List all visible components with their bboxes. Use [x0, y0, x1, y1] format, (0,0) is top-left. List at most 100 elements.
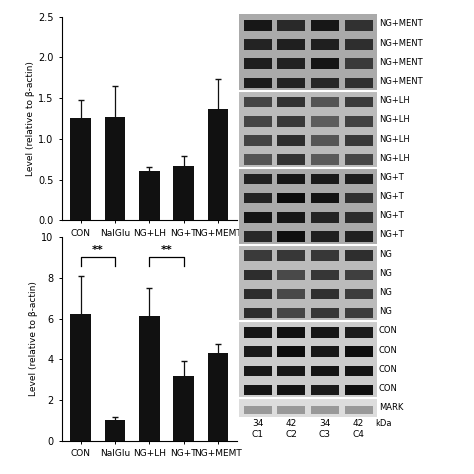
- Bar: [105, 420, 125, 441]
- Bar: [208, 109, 228, 220]
- Bar: [244, 116, 272, 127]
- Bar: [277, 270, 305, 280]
- Text: CON: CON: [379, 327, 398, 336]
- Bar: [277, 20, 305, 30]
- Bar: [244, 250, 272, 261]
- Bar: [277, 116, 305, 127]
- Bar: [345, 231, 373, 242]
- Bar: [311, 346, 339, 357]
- Bar: [244, 327, 272, 337]
- Bar: [239, 398, 377, 418]
- Bar: [311, 58, 339, 69]
- Text: NG+T: NG+T: [379, 173, 403, 182]
- Text: 42: 42: [353, 419, 364, 428]
- Bar: [345, 155, 373, 165]
- Text: C3: C3: [319, 430, 331, 439]
- Text: **: **: [161, 246, 173, 255]
- Bar: [277, 346, 305, 357]
- Text: NG+MENT: NG+MENT: [379, 77, 422, 86]
- Text: kDa: kDa: [375, 419, 392, 428]
- Bar: [244, 58, 272, 69]
- Bar: [311, 231, 339, 242]
- Bar: [345, 193, 373, 203]
- Bar: [345, 270, 373, 280]
- Bar: [311, 78, 339, 88]
- Bar: [277, 212, 305, 222]
- Text: NG: NG: [379, 250, 392, 259]
- Bar: [345, 385, 373, 395]
- Bar: [70, 314, 91, 441]
- Text: CON: CON: [379, 384, 398, 393]
- Bar: [105, 117, 125, 220]
- Text: C4: C4: [353, 430, 365, 439]
- Bar: [311, 327, 339, 337]
- Bar: [208, 353, 228, 441]
- Bar: [277, 97, 305, 107]
- Bar: [311, 270, 339, 280]
- Bar: [311, 365, 339, 376]
- Text: NG+LH: NG+LH: [379, 154, 410, 163]
- Bar: [277, 173, 305, 184]
- Text: MARK: MARK: [379, 403, 403, 412]
- Bar: [311, 308, 339, 319]
- Bar: [244, 231, 272, 242]
- Bar: [345, 116, 373, 127]
- Bar: [277, 250, 305, 261]
- Bar: [345, 58, 373, 69]
- Bar: [277, 193, 305, 203]
- Bar: [173, 375, 194, 441]
- Bar: [244, 289, 272, 299]
- Bar: [277, 78, 305, 88]
- Text: NG+T: NG+T: [379, 230, 403, 239]
- Bar: [244, 155, 272, 165]
- Bar: [244, 20, 272, 30]
- Bar: [244, 193, 272, 203]
- Text: NG: NG: [379, 307, 392, 316]
- Bar: [345, 327, 373, 337]
- Bar: [345, 289, 373, 299]
- Bar: [277, 406, 305, 413]
- Bar: [345, 39, 373, 50]
- Text: 34: 34: [319, 419, 331, 428]
- Y-axis label: Level (relative to β-actin): Level (relative to β-actin): [26, 61, 35, 176]
- Text: CON: CON: [379, 365, 398, 374]
- Bar: [277, 135, 305, 146]
- Text: NG+LH: NG+LH: [379, 96, 410, 105]
- Text: NG+LH: NG+LH: [379, 135, 410, 144]
- Text: 42: 42: [286, 419, 297, 428]
- Text: C2: C2: [285, 430, 297, 439]
- Bar: [345, 250, 373, 261]
- Bar: [139, 317, 160, 441]
- Bar: [239, 168, 377, 245]
- Text: NG+MENT: NG+MENT: [379, 58, 422, 67]
- Bar: [311, 250, 339, 261]
- Bar: [345, 20, 373, 30]
- Bar: [173, 166, 194, 220]
- Bar: [239, 245, 377, 321]
- Bar: [311, 116, 339, 127]
- Bar: [311, 193, 339, 203]
- Bar: [277, 385, 305, 395]
- Bar: [244, 270, 272, 280]
- Bar: [244, 212, 272, 222]
- Bar: [345, 135, 373, 146]
- Bar: [244, 346, 272, 357]
- Y-axis label: Level (relative to β-actin): Level (relative to β-actin): [29, 282, 38, 396]
- Bar: [311, 155, 339, 165]
- Bar: [244, 97, 272, 107]
- Bar: [277, 289, 305, 299]
- Text: 34: 34: [252, 419, 263, 428]
- Bar: [311, 97, 339, 107]
- Bar: [345, 308, 373, 319]
- Text: **: **: [92, 246, 104, 255]
- Bar: [244, 365, 272, 376]
- Bar: [311, 173, 339, 184]
- Text: NG: NG: [379, 288, 392, 297]
- Bar: [244, 135, 272, 146]
- Bar: [244, 173, 272, 184]
- Bar: [277, 365, 305, 376]
- Bar: [345, 173, 373, 184]
- Bar: [139, 172, 160, 220]
- Text: C1: C1: [252, 430, 264, 439]
- Bar: [345, 406, 373, 413]
